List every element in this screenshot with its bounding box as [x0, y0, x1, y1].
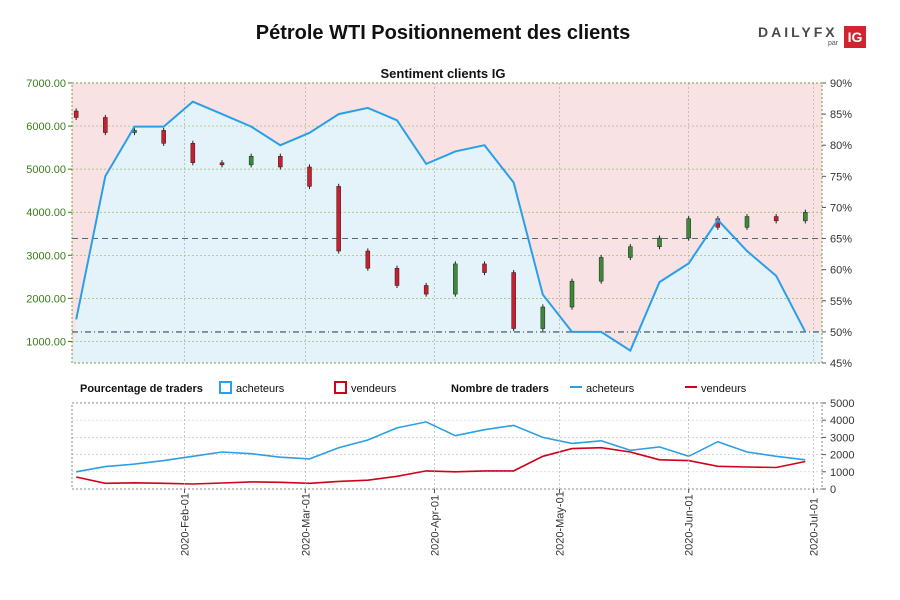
count-tick-label: 1000 — [830, 467, 854, 479]
candle-body — [628, 246, 633, 258]
date-tick-label: 2020-Feb-01 — [180, 493, 192, 556]
count-tick-label: 3000 — [830, 432, 854, 444]
reference-lines — [72, 238, 822, 333]
price-tick-label: 2000.00 — [26, 293, 66, 305]
candle-body — [540, 306, 546, 329]
percent-axis: 45% 50% 55% 60% 65% 70% 75% 80% 85% 90% — [822, 78, 852, 370]
legend-count-buyers-label: acheteurs — [586, 383, 635, 395]
buyers-area — [72, 101, 822, 363]
candle-body — [248, 155, 254, 166]
candle-body — [744, 216, 750, 228]
price-axis: 1000.00 2000.00 3000.00 4000.00 5000.00 6000.… — [26, 78, 72, 348]
logo-wordmark: DAILYFX — [758, 24, 838, 40]
candle-body — [365, 250, 371, 269]
candle-body — [73, 110, 79, 118]
price-candles — [73, 108, 808, 332]
count-tick-label: 2000 — [830, 450, 854, 462]
candle-body — [598, 257, 604, 282]
count-tick-label: 0 — [830, 484, 836, 496]
count-tick-label: 5000 — [830, 398, 854, 410]
legend-count-title: Nombre de traders — [451, 383, 549, 395]
candle-body — [103, 117, 108, 133]
candle-body — [190, 143, 196, 163]
percent-tick-label: 80% — [830, 140, 852, 152]
ig-badge: IG — [844, 26, 866, 48]
candle-body — [219, 162, 225, 166]
legend: Pourcentage de traders acheteurs vendeur… — [80, 381, 747, 395]
candle-body — [453, 263, 458, 295]
date-tick-label: 2020-May-01 — [555, 491, 567, 556]
percent-tick-label: 75% — [830, 171, 852, 183]
candle-body — [803, 211, 808, 222]
logo-by: par — [828, 40, 839, 47]
candle-body — [482, 263, 487, 273]
price-tick-label: 5000.00 — [26, 164, 66, 176]
candle-body — [336, 186, 341, 252]
legend-pct-buyers-label: acheteurs — [236, 383, 285, 395]
logo-brand-right: FX — [813, 24, 838, 40]
date-axis: 2020-Feb-01 2020-Mar-01 2020-Apr-01 2020-Ma… — [180, 403, 821, 556]
candle-body — [773, 216, 779, 222]
candle-body — [394, 267, 400, 286]
percent-tick-label: 65% — [830, 234, 852, 246]
percent-tick-label: 60% — [830, 265, 852, 277]
trader-count-panel: 0 1000 2000 3000 4000 5000 2020-Feb-01 2020-Ma… — [71, 398, 854, 556]
sentiment-panel: Sentiment clients IG 1000.00 2000.00 3000.… — [26, 66, 852, 370]
date-tick-label: 2020-Jun-01 — [684, 494, 696, 556]
price-grid — [72, 82, 822, 363]
legend-count-sellers-label: vendeurs — [701, 383, 747, 395]
percent-tick-label: 90% — [830, 78, 852, 90]
legend-pct-sellers-swatch — [334, 381, 347, 394]
candle-body — [511, 272, 516, 329]
price-tick-label: 6000.00 — [26, 121, 66, 133]
percent-tick-label: 50% — [830, 327, 852, 339]
date-tick-label: 2020-Mar-01 — [300, 493, 312, 556]
candle-body — [278, 155, 283, 168]
price-tick-label: 7000.00 — [26, 78, 66, 90]
count-tick-label: 4000 — [830, 415, 854, 427]
buyers-pct-line — [75, 100, 807, 353]
logo-brand-left: DAILY — [758, 24, 814, 40]
price-tick-label: 4000.00 — [26, 207, 66, 219]
candle-body — [686, 218, 691, 239]
candle-body — [161, 130, 166, 144]
price-tick-label: 1000.00 — [26, 336, 66, 348]
sellers-count-line — [76, 446, 806, 485]
chart-title: Pétrole WTI Positionnement des clients — [255, 22, 631, 44]
legend-pct-sellers-label: vendeurs — [351, 383, 397, 395]
candle-body — [569, 280, 575, 308]
percent-tick-label: 70% — [830, 202, 852, 214]
legend-pct-title: Pourcentage de traders — [80, 383, 203, 395]
percent-tick-label: 55% — [830, 296, 852, 308]
count-axis: 0 1000 2000 3000 4000 5000 — [822, 398, 854, 496]
price-tick-label: 3000.00 — [26, 250, 66, 262]
count-plot-frame — [71, 402, 823, 490]
legend-pct-buyers-swatch — [219, 381, 232, 394]
candle-body — [657, 237, 662, 247]
date-tick-label: 2020-Apr-01 — [430, 495, 442, 556]
date-tick-label: 2020-Jul-01 — [809, 498, 821, 556]
dailyfx-logo: DAILYFX par IG — [758, 22, 870, 52]
percent-tick-label: 45% — [830, 358, 852, 370]
candle-body — [423, 285, 429, 295]
candle-body — [307, 166, 312, 187]
percent-tick-label: 85% — [830, 109, 852, 121]
sentiment-subtitle: Sentiment clients IG — [381, 66, 506, 81]
buyers-count-line — [76, 421, 806, 473]
sentiment-plot-frame — [71, 82, 823, 364]
